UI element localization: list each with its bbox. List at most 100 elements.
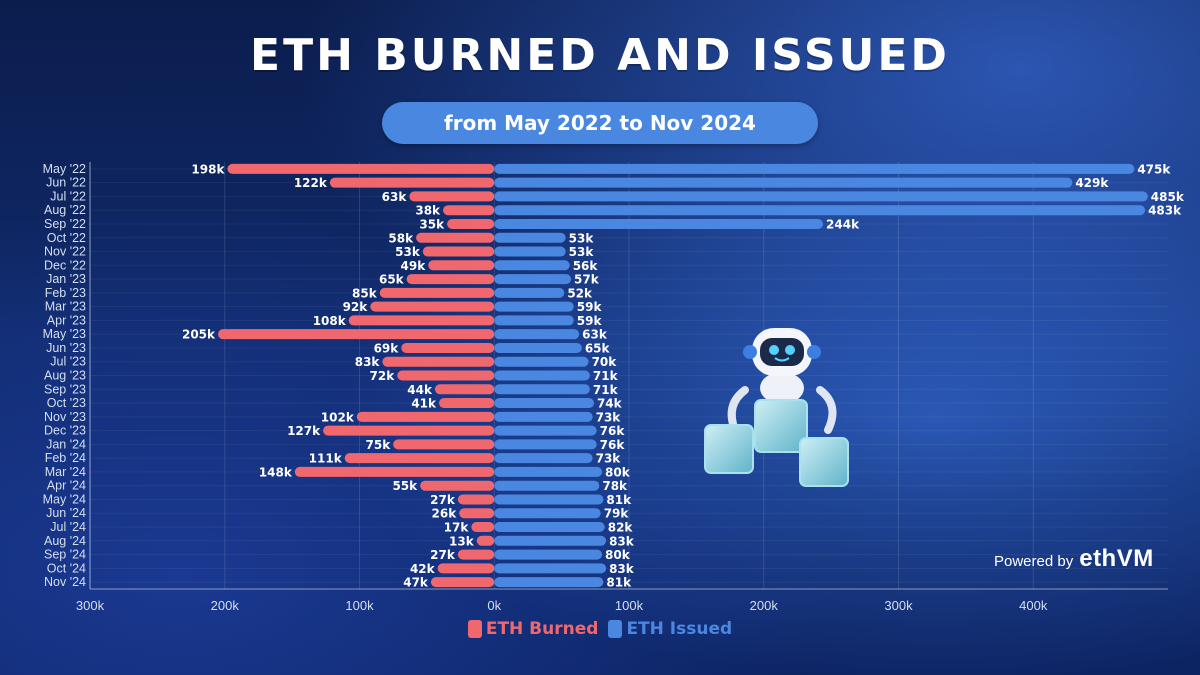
y-tick-label: Aug '23 [44, 369, 86, 383]
bar-burned [434, 384, 495, 395]
data-label-burned: 41k [411, 397, 437, 411]
bar-issued [494, 439, 597, 450]
data-label-burned: 148k [259, 465, 293, 479]
data-label-burned: 27k [430, 548, 456, 562]
ethvm-logo: ethVM [1079, 545, 1154, 572]
bar-issued [494, 301, 574, 312]
bar-issued [494, 342, 582, 353]
data-label-issued: 57k [574, 273, 600, 287]
y-tick-label: Jun '23 [46, 341, 86, 355]
bar-issued [494, 508, 601, 519]
data-label-issued: 53k [569, 245, 595, 259]
bar-burned [370, 301, 495, 312]
bar-issued [494, 370, 590, 381]
data-label-burned: 49k [401, 259, 427, 273]
data-label-burned: 72k [370, 369, 396, 383]
data-label-issued: 73k [596, 410, 622, 424]
y-tick-label: Feb '24 [45, 451, 86, 465]
data-label-burned: 53k [395, 245, 421, 259]
bar-issued [494, 274, 572, 285]
chart-title: ETH BURNED AND ISSUED [250, 30, 950, 81]
bar-burned [457, 549, 495, 560]
y-tick-label: Sep '23 [44, 382, 86, 396]
bar-burned [227, 163, 495, 174]
bar-burned [476, 535, 495, 546]
y-tick-label: Jul '24 [50, 520, 86, 534]
data-label-burned: 63k [382, 190, 408, 204]
y-tick-label: Jul '22 [50, 189, 86, 203]
bar-issued [494, 315, 574, 326]
x-tick-label: 0k [487, 598, 501, 613]
data-label-issued: 244k [826, 217, 860, 231]
bar-issued [494, 287, 565, 298]
data-label-issued: 81k [606, 576, 632, 590]
bar-burned [323, 425, 495, 436]
data-label-issued: 56k [573, 259, 599, 273]
data-label-issued: 73k [596, 452, 622, 466]
data-label-issued: 76k [600, 424, 626, 438]
y-tick-label: Mar '23 [45, 300, 86, 314]
y-tick-label: Jun '24 [46, 506, 86, 520]
data-label-burned: 205k [182, 328, 216, 342]
y-tick-label: Jun '22 [46, 176, 86, 190]
bar-issued [494, 549, 603, 560]
data-label-issued: 78k [602, 479, 628, 493]
bar-issued [494, 177, 1073, 188]
bar-issued [494, 191, 1148, 202]
x-tick-label: 200k [211, 598, 240, 613]
bar-burned [420, 480, 495, 491]
bar-burned [294, 466, 495, 477]
y-tick-label: Dec '22 [44, 258, 86, 272]
bar-burned [439, 398, 495, 409]
data-label-burned: 102k [321, 410, 355, 424]
bar-issued [494, 522, 605, 533]
bar-burned [443, 205, 495, 216]
y-tick-label: Oct '24 [47, 561, 86, 575]
y-tick-label: Mar '24 [45, 465, 86, 479]
data-label-burned: 44k [407, 383, 433, 397]
bar-burned [382, 356, 495, 367]
data-label-burned: 47k [403, 576, 429, 590]
data-label-issued: 59k [577, 314, 603, 328]
y-tick-label: Sep '24 [44, 548, 86, 562]
y-tick-label: Aug '22 [44, 203, 86, 217]
data-label-burned: 58k [388, 231, 414, 245]
x-tick-label: 100k [615, 598, 644, 613]
data-label-burned: 75k [366, 438, 392, 452]
bar-issued [494, 411, 593, 422]
powered-by-text: Powered by [994, 553, 1074, 570]
y-tick-label: Jan '24 [46, 437, 86, 451]
bar-burned [447, 218, 495, 229]
bar-burned [393, 439, 495, 450]
legend-item-burned[interactable]: ETH Burned [467, 619, 598, 639]
x-tick-label: 200k [750, 598, 779, 613]
bar-burned [428, 260, 495, 271]
bar-issued [494, 356, 589, 367]
data-label-burned: 38k [415, 204, 441, 218]
powered-by-badge[interactable]: Powered by ethVM [994, 545, 1154, 573]
x-tick-label: 100k [345, 598, 374, 613]
bar-issued [494, 398, 594, 409]
data-label-issued: 80k [605, 548, 631, 562]
bar-burned [457, 494, 495, 505]
bar-issued [494, 425, 597, 436]
bar-issued [494, 384, 590, 395]
bar-issued [494, 218, 824, 229]
legend-item-issued[interactable]: ETH Issued [608, 619, 732, 639]
data-label-issued: 83k [609, 562, 635, 576]
data-label-burned: 122k [294, 176, 328, 190]
data-label-issued: 83k [609, 534, 635, 548]
data-label-issued: 429k [1075, 176, 1109, 190]
data-label-issued: 53k [569, 231, 595, 245]
bar-issued [494, 329, 580, 340]
y-tick-label: Sep '22 [44, 217, 86, 231]
bar-issued [494, 163, 1135, 174]
y-tick-label: Apr '23 [47, 313, 86, 327]
bar-burned [471, 522, 495, 533]
y-tick-label: Nov '23 [44, 410, 86, 424]
y-tick-label: Aug '24 [44, 534, 86, 548]
y-tick-label: May '23 [43, 327, 86, 341]
chart-subtitle: from May 2022 to Nov 2024 [382, 102, 818, 144]
data-label-issued: 65k [585, 341, 611, 355]
x-tick-label: 300k [884, 598, 913, 613]
